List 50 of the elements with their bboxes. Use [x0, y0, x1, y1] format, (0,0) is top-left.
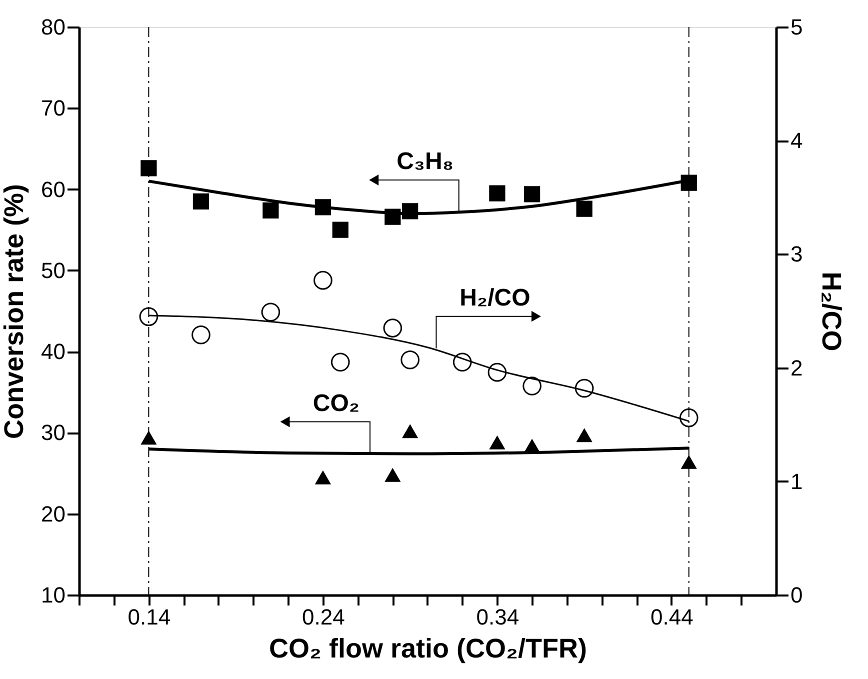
y-tick-label: 10: [41, 582, 66, 608]
y-tick-label: 30: [41, 420, 66, 446]
point: [452, 352, 472, 372]
y2-tick-label: 5: [790, 14, 803, 40]
y2-tick-label: 3: [790, 242, 803, 267]
point: [332, 222, 348, 238]
annotation: C₃H₈: [396, 148, 454, 176]
y2-tick-label: 1: [790, 468, 803, 494]
x-axis-title: CO₂ flow ratio (CO₂/TFR): [269, 634, 587, 664]
x-tick-label: 0.34: [476, 604, 520, 630]
point: [262, 202, 279, 218]
x-tick-label: 0.14: [128, 604, 171, 630]
point: [576, 428, 592, 442]
y2-axis-title: H₂/CO: [816, 272, 847, 352]
point: [314, 270, 332, 290]
point: [400, 350, 420, 370]
point: [680, 454, 697, 469]
annotation: CO₂: [312, 390, 360, 417]
y-axis-title: Conversion rate (%): [0, 184, 30, 440]
point: [330, 352, 350, 372]
point: [522, 376, 542, 396]
y2-tick-label: 0: [790, 582, 803, 608]
point: [139, 307, 158, 326]
point: [489, 435, 506, 450]
annotation: H₂/CO: [460, 284, 530, 312]
y-tick-label: 70: [41, 96, 66, 121]
point: [140, 160, 157, 176]
y-tick-label: 40: [41, 339, 66, 364]
point: [402, 424, 418, 438]
y2-tick-label: 4: [790, 128, 803, 154]
x-tick-label: 0.24: [302, 604, 345, 630]
point: [488, 362, 507, 382]
x-tick-label: 0.44: [650, 604, 694, 630]
y2-tick-label: 2: [790, 355, 803, 380]
point: [384, 468, 401, 482]
point: [192, 325, 210, 344]
y-tick-label: 80: [41, 14, 66, 40]
point: [679, 408, 698, 428]
point: [261, 302, 280, 322]
point: [140, 430, 157, 445]
point: [192, 193, 210, 210]
y-tick-label: 50: [41, 258, 66, 283]
point: [383, 318, 402, 338]
y-tick-label: 20: [41, 501, 66, 526]
point: [489, 185, 506, 202]
point: [524, 186, 540, 202]
y-tick-label: 60: [41, 176, 66, 202]
point: [574, 378, 594, 398]
point: [314, 470, 332, 484]
point: [576, 200, 592, 217]
